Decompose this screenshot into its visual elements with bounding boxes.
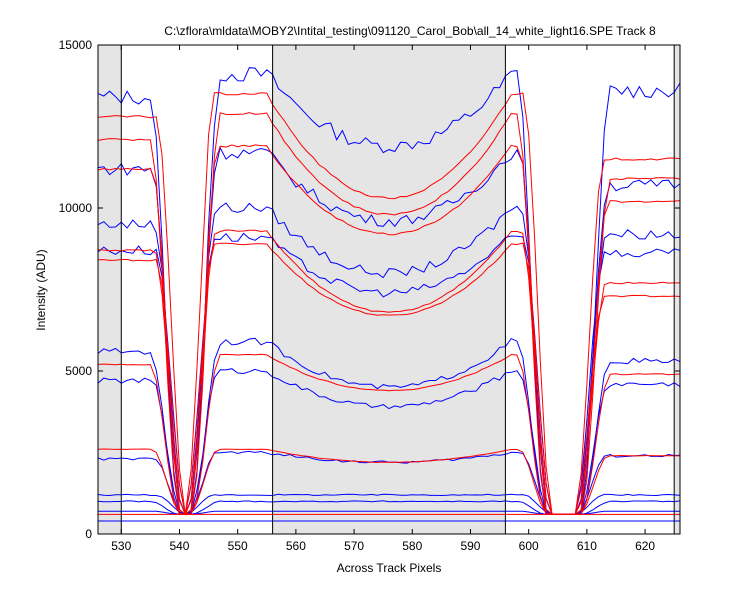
red-series-line xyxy=(97,229,680,516)
plot-area-border xyxy=(97,44,681,535)
blue-series-line xyxy=(97,202,681,516)
data-series xyxy=(97,67,681,522)
shaded-region xyxy=(98,45,122,534)
x-axis-label: Across Track Pixels xyxy=(337,561,442,575)
x-tick-label: 530 xyxy=(111,539,131,553)
x-tick-label: 610 xyxy=(577,539,597,553)
region-boundaries xyxy=(120,45,675,534)
y-axis-label: Intensity (ADU) xyxy=(34,249,48,330)
axis-ticks: 530 540 550 560 570 580 590 600 610 620 0 5000 10000… xyxy=(59,38,680,553)
x-tick-label: 540 xyxy=(169,539,189,553)
red-series-line xyxy=(97,112,681,515)
y-tick-label: 10000 xyxy=(59,201,93,215)
x-tick-label: 580 xyxy=(402,539,422,553)
shaded-region xyxy=(674,45,680,534)
red-series-line xyxy=(97,448,681,515)
x-tick-label: 550 xyxy=(228,539,248,553)
x-tick-label: 600 xyxy=(519,539,539,553)
shaded-regions xyxy=(98,45,680,534)
x-tick-label: 590 xyxy=(460,539,480,553)
x-tick-label: 570 xyxy=(344,539,364,553)
red-series-line xyxy=(97,144,681,516)
x-tick-label: 620 xyxy=(635,539,655,553)
y-tick-label: 0 xyxy=(85,527,92,541)
red-series-line xyxy=(97,242,681,515)
chart-title: C:\zflora\mldata\MOBY2\Intital_testing\0… xyxy=(164,24,656,38)
x-tick-label: 560 xyxy=(286,539,306,553)
y-tick-label: 5000 xyxy=(65,364,92,378)
y-tick-label: 15000 xyxy=(59,38,93,52)
shaded-region xyxy=(272,45,506,534)
red-series-line xyxy=(97,92,681,515)
